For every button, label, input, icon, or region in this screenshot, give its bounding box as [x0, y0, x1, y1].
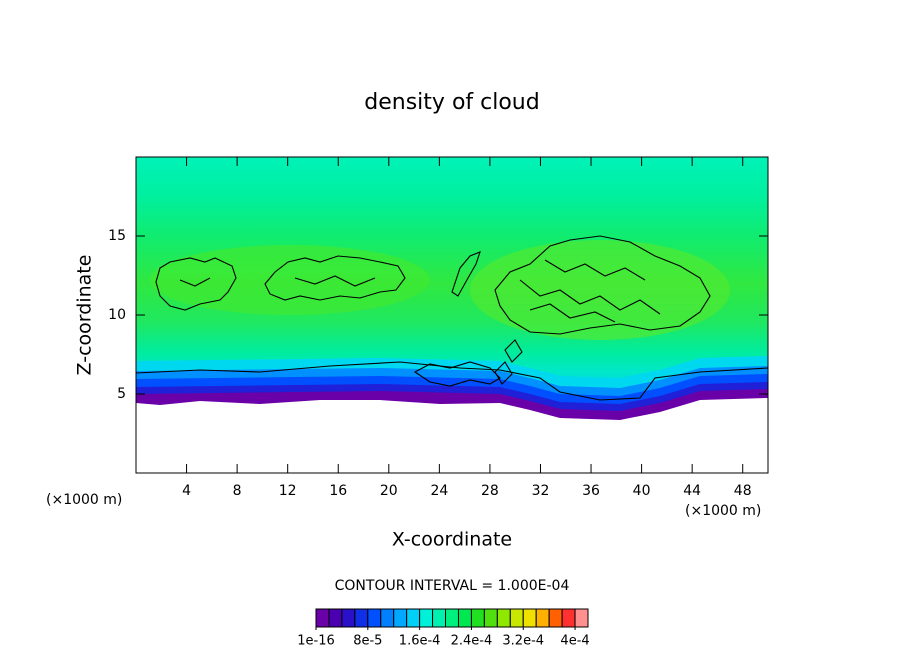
- colorbar-box: [315, 608, 330, 628]
- colorbar-box: [354, 608, 369, 628]
- colorbar-box: [535, 608, 550, 628]
- chart-title: density of cloud: [364, 90, 539, 115]
- x-tick-label: 12: [279, 483, 297, 499]
- x-tick-label: 16: [329, 483, 347, 499]
- colorbar-box: [445, 608, 459, 628]
- lower-layers: [136, 356, 768, 473]
- y-tick-label: 15: [108, 228, 126, 244]
- colorbar-box: [561, 608, 576, 628]
- y-unit-label: (×1000 m): [46, 492, 122, 508]
- x-tick-label: 48: [734, 483, 752, 499]
- x-unit-label: (×1000 m): [685, 503, 761, 519]
- contour-interval-label: CONTOUR INTERVAL = 1.000E-04: [335, 578, 570, 594]
- x-tick-label: 44: [683, 483, 701, 499]
- colorbar-box: [328, 608, 343, 628]
- colorbar-box: [574, 608, 589, 628]
- contour-field: [136, 157, 768, 473]
- x-tick-label: 32: [532, 483, 550, 499]
- y-axis-label: Z-coordinate: [74, 255, 96, 376]
- colorbar-box: [419, 608, 434, 628]
- colorbar-tick-label: 1e-16: [297, 634, 335, 649]
- colorbar-box: [380, 608, 395, 628]
- x-tick-label: 8: [233, 483, 242, 499]
- x-tick-label: 36: [582, 483, 600, 499]
- colorbar-box: [367, 608, 382, 628]
- colorbar-box: [483, 608, 498, 628]
- colorbar-tick-label: 2.4e-4: [451, 634, 493, 649]
- colorbar-box: [548, 608, 563, 628]
- x-tick-label: 20: [380, 483, 398, 499]
- x-axis-label: X-coordinate: [392, 529, 512, 551]
- y-tick-label: 5: [117, 386, 126, 402]
- colorbar-tick-label: 3.2e-4: [502, 634, 544, 649]
- contour-lines: [155, 235, 711, 387]
- colorbar-box: [470, 608, 485, 628]
- x-tick-label: 24: [430, 483, 448, 499]
- colorbar-box: [522, 608, 537, 628]
- colorbar-box: [341, 608, 356, 628]
- colorbar-box: [457, 608, 472, 628]
- x-tick-label: 28: [481, 483, 499, 499]
- colorbar-box: [432, 608, 447, 628]
- colorbar-box: [496, 608, 511, 628]
- colorbar-box: [393, 608, 408, 628]
- colorbar-tick-label: 1.6e-4: [399, 634, 441, 649]
- y-tick-label: 10: [108, 307, 126, 323]
- cloud-region: [150, 245, 430, 315]
- x-tick-label: 40: [633, 483, 651, 499]
- colorbar-tick-label: 8e-5: [353, 634, 382, 649]
- colorbar-box: [509, 608, 524, 628]
- x-tick-label: 4: [182, 483, 191, 499]
- colorbar-tick-label: 4e-4: [560, 634, 589, 649]
- colorbar-box: [406, 608, 421, 628]
- cloud-region: [470, 240, 730, 340]
